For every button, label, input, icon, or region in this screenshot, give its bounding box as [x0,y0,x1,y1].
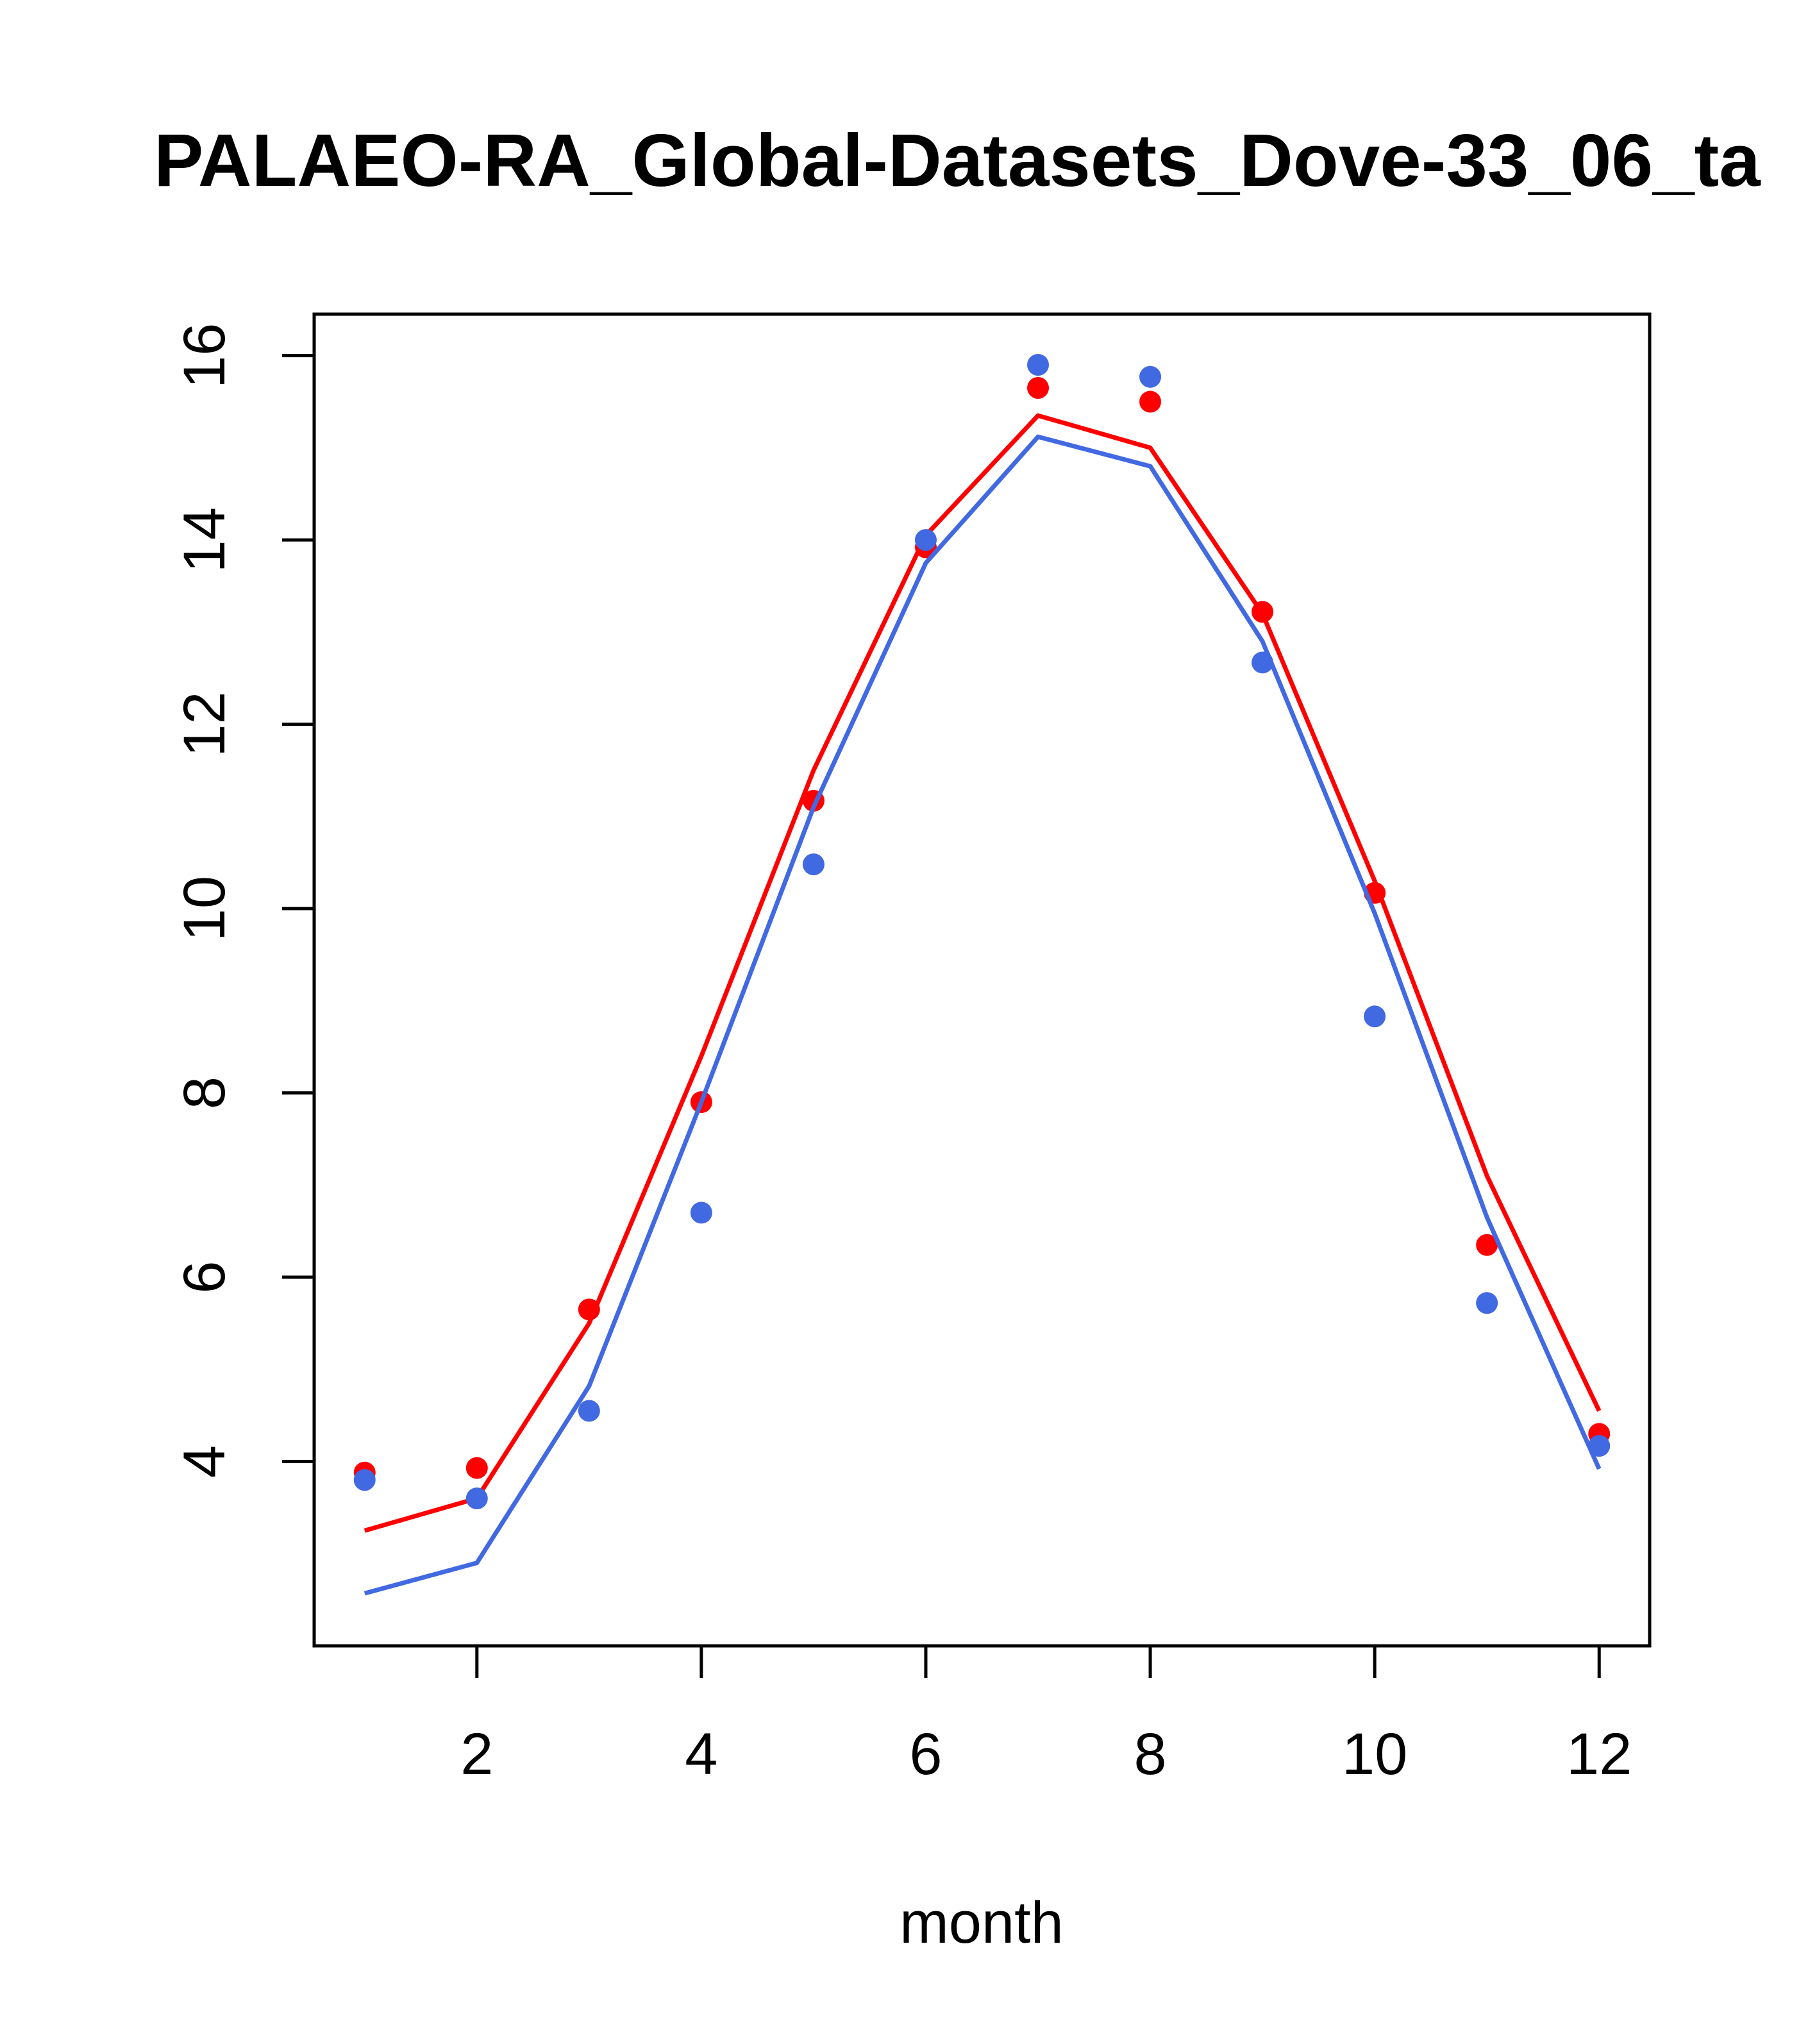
series-2-point-6 [914,529,937,551]
x-tick-label-6: 6 [909,1721,942,1787]
series-1-point-3 [578,1298,600,1321]
y-tick-label-6: 6 [172,1261,237,1293]
series-2-point-10 [1364,1005,1386,1028]
series-2-point-12 [1588,1435,1611,1457]
x-tick-label-10: 10 [1342,1721,1407,1787]
series-1-point-11 [1476,1234,1498,1256]
series-1-line [364,413,1602,1533]
y-tick-label-14: 14 [172,507,237,573]
series-1-point-9 [1252,601,1274,623]
series-layer [353,354,1611,1596]
x-axis-label: month [900,1890,1064,1956]
series-1-point-8 [1139,390,1162,413]
y-tick-label-4: 4 [172,1445,237,1478]
series-2-point-3 [578,1400,600,1422]
series-2-point-5 [802,853,825,876]
x-tick-label-12: 12 [1566,1721,1632,1787]
y-tick-label-12: 12 [172,691,237,757]
chart-title: PALAEO-RA_Global-Datasets_Dove-33_06_ta [154,119,1761,202]
series-2-point-11 [1476,1292,1498,1314]
series-1-point-2 [465,1457,488,1479]
plot-frame [312,312,1652,1648]
x-tick-label-8: 8 [1134,1721,1166,1787]
y-tick-label-10: 10 [172,876,237,941]
series-2-point-2 [465,1487,488,1510]
series-1-point-7 [1027,376,1050,399]
series-2-point-7 [1027,354,1050,376]
x-tick-label-4: 4 [685,1721,717,1787]
series-2-point-9 [1252,651,1274,674]
series-2-point-1 [353,1469,376,1491]
x-axis: 2 4 6 8 10 12 [460,1646,1632,1787]
series-2-point-8 [1139,365,1162,388]
series-2-line [364,434,1602,1596]
x-tick-label-2: 2 [460,1721,493,1787]
y-tick-label-16: 16 [172,323,237,389]
y-tick-label-8: 8 [172,1076,237,1109]
y-axis: 4 6 8 10 12 14 16 [172,323,314,1478]
series-2-point-4 [690,1202,712,1224]
